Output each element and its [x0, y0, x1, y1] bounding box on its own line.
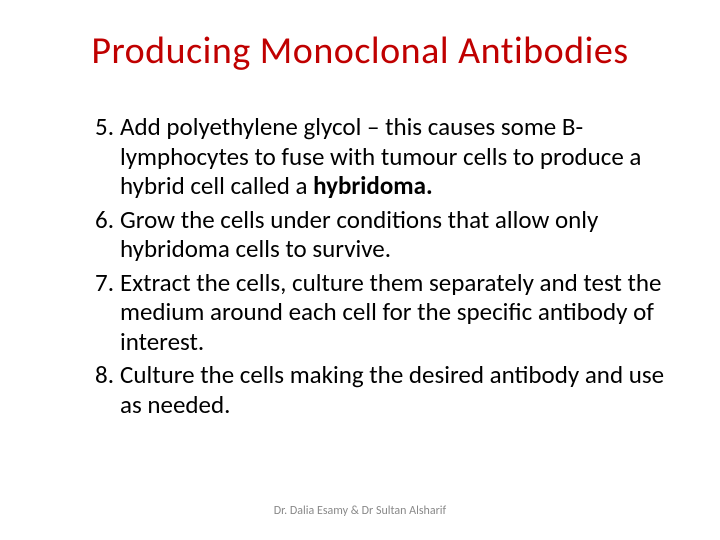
list-item-text-pre: Extract the cells, culture them separate… — [120, 267, 661, 357]
list-item: Grow the cells under conditions that all… — [120, 205, 670, 264]
list-item: Culture the cells making the desired ant… — [120, 360, 670, 419]
procedure-list: Add polyethylene glycol – this causes so… — [40, 112, 680, 419]
list-item: Add polyethylene glycol – this causes so… — [120, 112, 670, 201]
slide-title: Producing Monoclonal Antibodies — [40, 28, 680, 74]
slide-footer: Dr. Dalia Esamy & Dr Sultan Alsharif — [0, 504, 720, 518]
list-item-text-pre: Grow the cells under conditions that all… — [120, 204, 598, 265]
list-item-text-pre: Culture the cells making the desired ant… — [120, 359, 664, 420]
list-item-text-bold: hybridoma. — [313, 170, 432, 201]
list-item: Extract the cells, culture them separate… — [120, 268, 670, 357]
